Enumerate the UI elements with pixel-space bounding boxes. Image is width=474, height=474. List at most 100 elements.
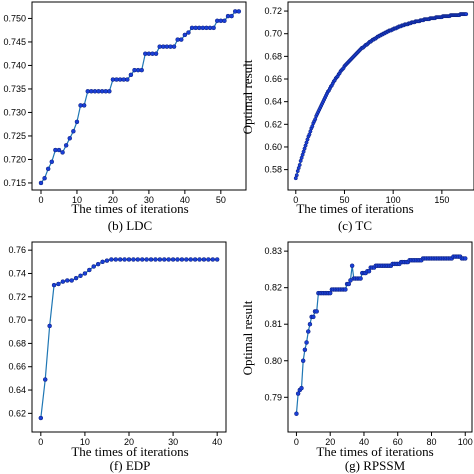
axes-frame-tc (287, 1, 474, 191)
y-tick-label: 0.80 (264, 356, 282, 366)
data-point (135, 257, 141, 262)
data-point (74, 119, 80, 125)
data-point (297, 163, 302, 167)
subplot-tc: (c) TC The times of iterations Optimal r… (240, 1, 474, 233)
series-line-edp (40, 258, 218, 419)
data-point (109, 257, 114, 262)
data-point (166, 257, 171, 262)
data-point (157, 257, 163, 262)
data-point (179, 37, 184, 42)
y-tick-label: 0.750 (3, 13, 26, 23)
x-tick-label: 0 (38, 437, 43, 447)
data-point (153, 257, 158, 262)
axes-frame-rpssm (287, 241, 473, 433)
data-point (139, 67, 144, 73)
data-point (56, 281, 61, 287)
data-point (131, 257, 136, 262)
data-point (81, 103, 87, 108)
x-tick-label: 40 (180, 195, 190, 205)
data-point (113, 257, 119, 262)
xlabel-tc: The times of iterations (296, 201, 413, 216)
data-point (87, 267, 92, 273)
data-point (343, 287, 348, 292)
subplot-ldc: (b) LDC The times of iterations 0 10 20 30 4… (3, 1, 247, 233)
y-tick-label: 0.725 (3, 131, 26, 141)
data-point (197, 257, 202, 262)
data-point (126, 257, 132, 262)
data-point (294, 173, 299, 178)
y-tick-label: 0.82 (264, 283, 282, 293)
data-point (104, 258, 110, 263)
data-point (184, 257, 189, 262)
data-point (91, 264, 96, 269)
data-point (464, 12, 469, 17)
data-point (306, 329, 311, 334)
data-point (236, 9, 242, 14)
data-point (179, 257, 185, 262)
x-tick-label: 40 (212, 437, 222, 447)
data-point (300, 358, 306, 363)
data-point (73, 275, 79, 281)
data-point (71, 129, 76, 134)
y-tick-label: 0.83 (264, 246, 282, 256)
data-point (45, 166, 51, 172)
data-point (63, 143, 69, 148)
x-tick-label: 0 (294, 437, 299, 447)
data-point (38, 180, 44, 186)
xlabel-edp: The times of iterations (71, 444, 188, 459)
data-point (69, 278, 74, 283)
y-tick-label: 0.735 (3, 84, 26, 94)
data-point (229, 13, 234, 19)
data-point (175, 257, 180, 262)
data-point (346, 281, 352, 287)
y-tick-label: 0.740 (3, 60, 26, 70)
y-tick-label: 0.745 (3, 37, 26, 47)
y-tick-label: 0.60 (264, 142, 282, 152)
x-tick-label: 10 (72, 195, 82, 205)
y-tick-label: 0.66 (8, 362, 26, 372)
data-point (201, 257, 207, 262)
data-point (78, 273, 83, 279)
data-point (107, 89, 112, 94)
caption-edp: (f) EDP (110, 458, 151, 473)
data-point (148, 257, 154, 262)
data-point (222, 18, 227, 24)
x-tick-label: 30 (168, 437, 178, 447)
caption-ldc: (b) LDC (108, 218, 152, 233)
x-tick-label: 10 (80, 437, 90, 447)
x-tick-label: 30 (144, 195, 154, 205)
xlabel-rpssm: The times of iterations (316, 444, 433, 459)
data-point (42, 176, 47, 181)
data-point (210, 257, 216, 262)
data-point (366, 268, 372, 274)
data-point (349, 263, 355, 268)
x-tick-label: 0 (293, 195, 298, 205)
data-point (122, 257, 127, 262)
data-point (162, 257, 167, 262)
data-point (47, 323, 52, 329)
data-point (188, 257, 193, 262)
data-point (214, 257, 220, 262)
data-point (186, 30, 191, 35)
data-point (182, 32, 188, 38)
data-point (153, 51, 159, 56)
y-tick-label: 0.74 (8, 268, 26, 278)
x-tick-label: 20 (325, 437, 335, 447)
y-tick-label: 0.58 (264, 165, 282, 175)
y-tick-label: 0.64 (8, 385, 26, 395)
y-tick-label: 0.70 (264, 29, 282, 39)
y-tick-label: 0.66 (264, 74, 282, 84)
caption-rpssm: (g) RPSSM (345, 458, 406, 473)
axes-frame-edp (31, 241, 227, 433)
data-point (295, 391, 301, 396)
y-tick-label: 0.72 (264, 6, 282, 16)
y-tick-label: 0.62 (8, 408, 26, 418)
data-point (348, 278, 353, 283)
y-tick-label: 0.730 (3, 107, 26, 117)
data-point (49, 159, 55, 165)
data-point (128, 72, 134, 78)
data-point (304, 340, 309, 345)
data-point (65, 278, 70, 283)
data-point (60, 279, 66, 284)
data-point (60, 150, 65, 155)
